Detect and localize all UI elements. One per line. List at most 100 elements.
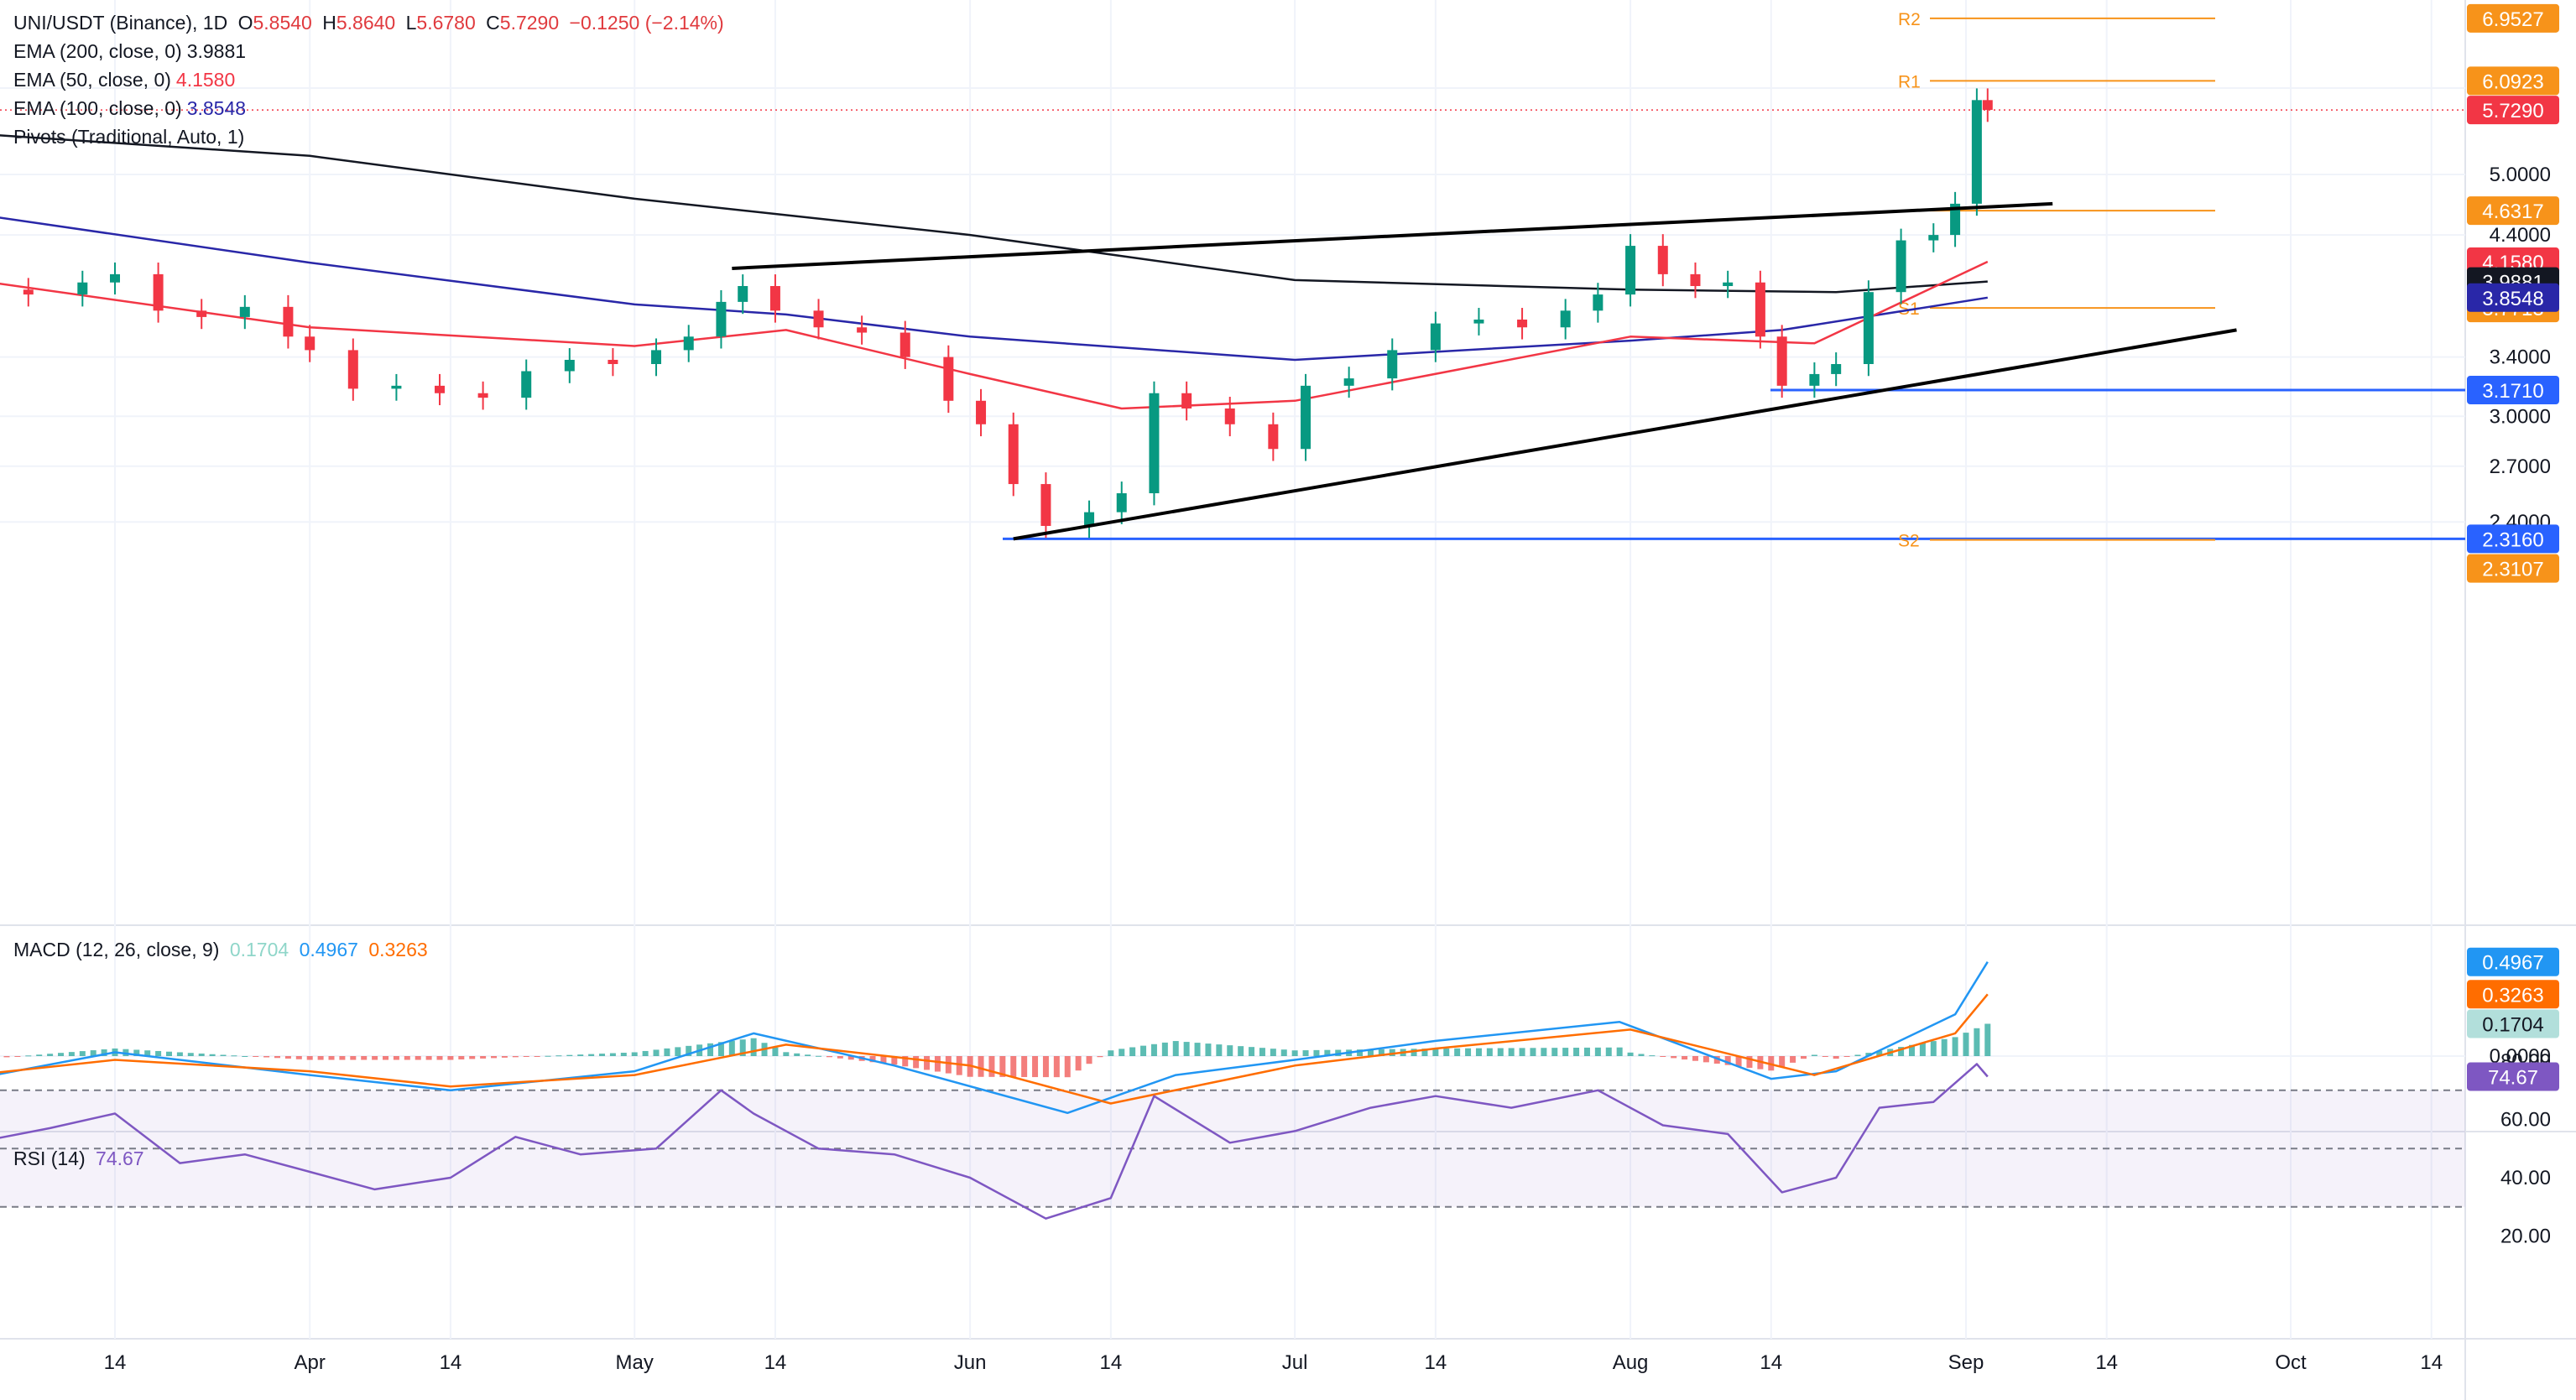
ema50-label: EMA (50, close, 0) [13,69,171,91]
macd-hist-bar [837,1056,843,1059]
time-tick-label: Aug [1613,1351,1649,1374]
macd-hist-bar [891,1056,898,1065]
time-tick-label: Apr [295,1351,326,1374]
macd-hist-bar [1519,1048,1525,1056]
time-tick-label: 14 [104,1351,127,1374]
macd-hist-bar [350,1056,357,1060]
macd-hist-bar [772,1047,779,1056]
time-tick-label: 14 [2420,1351,2443,1374]
ema200-legend[interactable]: EMA (200, close, 0) 3.9881 [13,37,251,65]
macd-hist-bar [609,1053,616,1056]
macd-hist-bar [372,1056,378,1060]
macd-hist-bar [1465,1048,1472,1056]
candles [23,88,1993,539]
macd-hist-bar [263,1056,270,1058]
candle-body [153,273,164,311]
candle-body [239,306,250,317]
macd-label: MACD (12, 26, close, 9) [13,939,220,960]
macd-hist-bar [1735,1056,1742,1067]
time-tick-label: Jul [1282,1351,1308,1374]
candle-body [738,286,748,302]
ema50-legend[interactable]: EMA (50, close, 0) 4.1580 [13,65,240,94]
macd-hist-bar [317,1056,324,1060]
pivots-legend[interactable]: Pivots (Traditional, Auto, 1) [13,122,249,151]
macd-line [0,961,1989,1115]
rsi-background-band [0,1090,2465,1207]
candle-body [1723,282,1734,287]
candle-body [1343,378,1354,386]
macd-hist-value: 0.1704 [229,939,289,960]
macd-hist-bar [1421,1049,1428,1056]
time-tick-label: 14 [1099,1351,1122,1374]
macd-hist-bar [1129,1047,1136,1056]
macd-hist-bar [1443,1048,1450,1056]
macd-hist-bar [816,1055,822,1057]
candle-body [1301,385,1311,450]
macd-hist-bar [393,1056,399,1060]
time-tick-label: 14 [764,1351,787,1374]
macd-hist-bar [242,1056,248,1057]
pivots-label: Pivots (Traditional, Auto, 1) [13,126,245,148]
rsi-legend[interactable]: RSI (14) 74.67 [13,1144,149,1173]
candle-body [1690,273,1701,287]
candle-body [110,273,120,283]
candle-body [857,327,868,333]
candle-body [683,336,694,351]
signal-badge-bg [2467,980,2559,1009]
high-label: H [322,12,336,34]
macd-hist-bar [566,1054,573,1056]
macd-hist-bar [1952,1037,1958,1056]
macd-hist-bar [1919,1043,1926,1056]
candle-body [1755,282,1765,337]
rsi-badge-bg [2467,1062,2559,1091]
macd-hist-bar [425,1056,432,1060]
macd-hist-bar [14,1056,21,1057]
macd-hist-bar [220,1054,227,1056]
macd-hist-bar [1238,1046,1244,1056]
ema100-badge: 3.8548 [2467,283,2559,312]
pivot-badge-s2-bg [2467,554,2559,583]
macd-hist-bar [1974,1028,1980,1056]
macd-hist-bar [1854,1054,1861,1056]
macd-hist-bar [155,1050,162,1056]
hist-badge-text: 0.1704 [2482,1013,2543,1036]
ema200-label: EMA (200, close, 0) [13,40,182,62]
macd-hist-bar [1746,1056,1753,1068]
macd-hist-bar [1053,1056,1060,1078]
macd-hist-bar [523,1056,529,1057]
macd-hist-bar [1713,1056,1720,1064]
macd-legend[interactable]: MACD (12, 26, close, 9) 0.1704 0.4967 0.… [13,935,433,964]
macd-hist-bar [1291,1050,1298,1056]
macd-hist-bar [869,1056,876,1063]
close-label: C [486,12,500,34]
macd-hist-bar [847,1056,854,1060]
macd-hist-bar [1357,1049,1364,1056]
candle-body [1593,294,1603,311]
candle-body [900,332,910,357]
macd-hist-bar [176,1052,183,1056]
macd-hist-bar [458,1056,465,1059]
level-badge-3-171-text: 3.1710 [2482,380,2543,403]
macd-hist-bar [588,1054,595,1056]
pivot-label-s2: S2 [1898,532,1920,551]
pivot-badge-r2-text: 6.9527 [2482,8,2543,31]
macd-hist-bar [1833,1056,1839,1059]
ema200-line [0,134,1988,294]
signal-badge-text: 0.3263 [2482,984,2543,1007]
candle-body [1008,424,1019,485]
macd-badge-text: 0.4967 [2482,952,2543,975]
macd-hist-bar [447,1056,454,1060]
macd-hist-bar [1486,1048,1493,1056]
macd-hist-bar [1335,1049,1342,1056]
macd-hist-bar [501,1056,508,1058]
macd-hist-bar [1097,1056,1103,1058]
price-tick-label: 5.0000 [2490,164,2551,186]
macd-badge-bg [2467,947,2559,976]
price-axis: 12.00009.00008.00006.00005.00004.40003.4… [2490,77,2551,533]
ema100-legend[interactable]: EMA (100, close, 0) 3.8548 [13,94,251,122]
macd-hist-bar [902,1056,909,1067]
ema200-value: 3.9881 [186,40,247,62]
macd-hist-bar [545,1055,551,1057]
upper-trendline [732,201,2053,270]
